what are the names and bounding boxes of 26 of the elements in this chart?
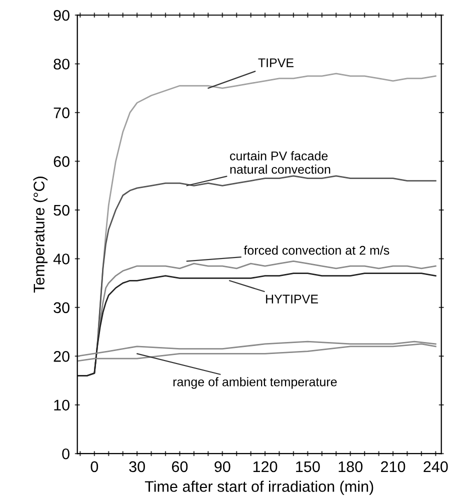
x-tick-label: 120 bbox=[253, 461, 278, 472]
x-tick-label: 60 bbox=[172, 461, 188, 472]
y-tick-label: 20 bbox=[54, 351, 70, 362]
x-axis-title: Time after start of irradiation (min) bbox=[144, 480, 374, 495]
y-tick-label: 40 bbox=[53, 254, 70, 264]
x-tick-label: 150 bbox=[296, 461, 320, 472]
x-tick-label: 240 bbox=[424, 461, 448, 472]
y-tick-label: 30 bbox=[54, 302, 70, 314]
y-tick-label: 0 bbox=[62, 448, 70, 460]
annotation: range of ambient temperature bbox=[173, 377, 337, 389]
y-tick-label: 60 bbox=[54, 156, 70, 167]
y-tick-label: 10 bbox=[54, 400, 70, 411]
y-axis-title: Temperature (°C) bbox=[33, 176, 48, 293]
annotation: HYTIPVE bbox=[266, 294, 318, 304]
annotation: forced convection at 2 m/s bbox=[244, 246, 390, 255]
annotation: TIPVE bbox=[258, 58, 294, 68]
y-tick-label: 80 bbox=[54, 58, 70, 70]
x-tick-label: 90 bbox=[214, 461, 230, 472]
annotation: curtain PV facade natural convection bbox=[230, 151, 330, 174]
x-tick-label: 210 bbox=[381, 461, 406, 472]
x-tick-label: 30 bbox=[129, 461, 145, 472]
x-tick-label: 0 bbox=[90, 461, 98, 472]
x-tick-label: 180 bbox=[338, 461, 362, 472]
y-tick-label: 70 bbox=[54, 107, 70, 118]
y-tick-label: 90 bbox=[54, 10, 70, 21]
y-tick-label: 50 bbox=[54, 204, 70, 216]
